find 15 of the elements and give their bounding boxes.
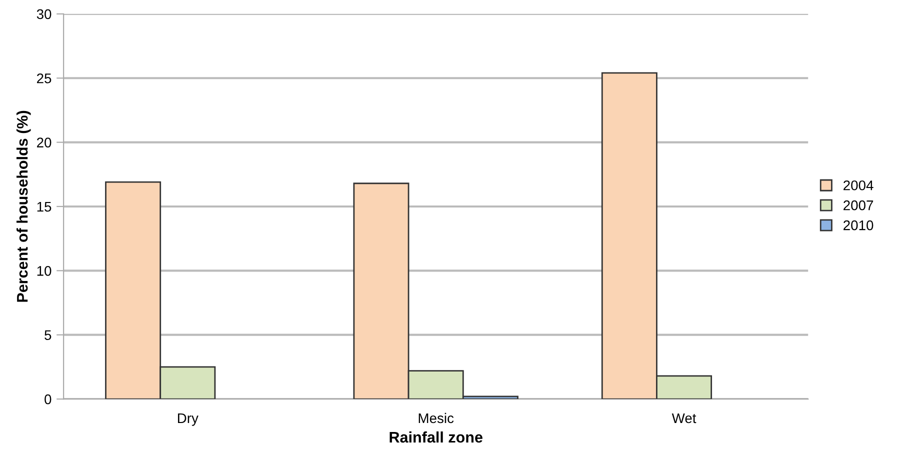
legend-label: 2007 xyxy=(844,200,874,210)
y-axis-title: Percent of households (%) xyxy=(16,110,31,302)
y-tick-label: 30 xyxy=(36,9,52,20)
x-axis-title: Rainfall zone xyxy=(390,431,482,443)
x-tick-label: Wet xyxy=(672,413,696,424)
y-tick-label: 5 xyxy=(44,330,52,340)
y-tick-label: 20 xyxy=(37,138,52,148)
legend-label: 2004 xyxy=(844,180,874,190)
legend-label: 2010 xyxy=(844,220,874,230)
y-tick-label: 25 xyxy=(37,73,52,84)
x-tick-label: Mesic xyxy=(418,412,454,424)
y-tick-label: 0 xyxy=(44,394,52,404)
x-tick-label: Dry xyxy=(178,413,198,426)
y-tick-label: 15 xyxy=(37,202,52,212)
y-tick-label: 10 xyxy=(37,266,52,276)
